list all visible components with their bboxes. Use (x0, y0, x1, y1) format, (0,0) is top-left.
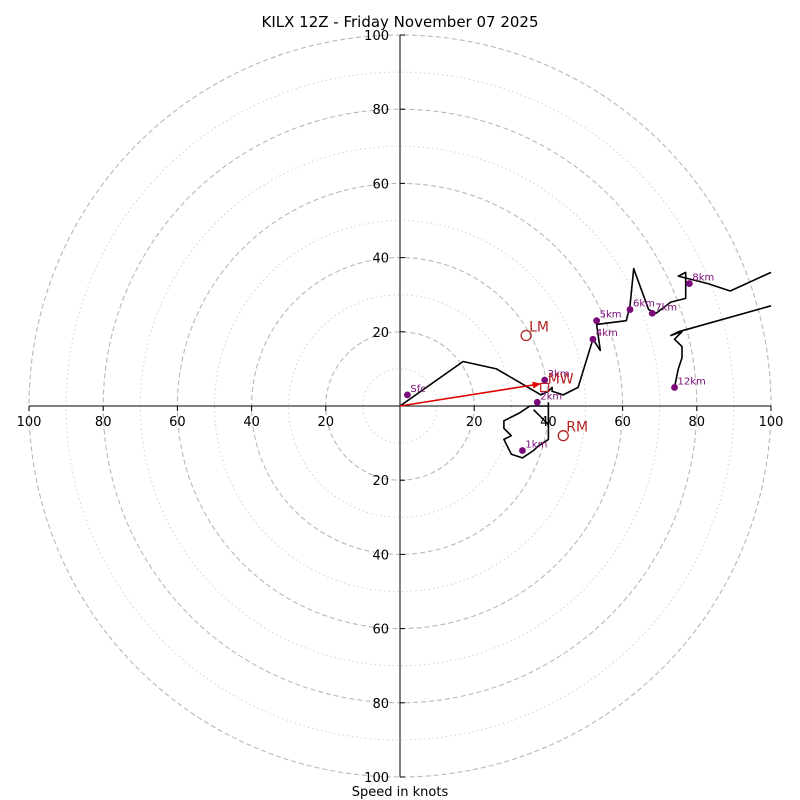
height-label-4km: 4km (596, 328, 618, 339)
height-label-6km: 6km (633, 299, 655, 310)
y-tick-label: 80 (372, 103, 389, 118)
height-marker-6km (626, 306, 634, 313)
height-label-sfc: Sfc (410, 384, 425, 395)
bulk-shear-arrowhead (532, 381, 541, 389)
storm-motion-markers: LM RM MW (520, 320, 588, 442)
x-tick-label: 20 (466, 415, 483, 430)
x-tick-label: 40 (243, 415, 260, 430)
shear-vector (399, 381, 542, 407)
bulk-shear-line (399, 382, 542, 407)
rm-motion-label: RM (566, 420, 588, 436)
height-marker-12km (671, 384, 678, 391)
height-marker-7km (648, 309, 656, 317)
height-label-8km: 8km (692, 273, 714, 284)
height-label-1km: 1km (525, 440, 547, 451)
height-marker-sfc (404, 391, 411, 399)
height-label-3km: 3km (548, 369, 570, 380)
x-tick-label: 100 (759, 415, 784, 430)
height-marker-1km (519, 447, 526, 454)
chart-title: KILX 12Z - Friday November 07 2025 (261, 13, 538, 31)
y-tick-label: 20 (372, 326, 389, 341)
x-tick-label: 60 (169, 415, 186, 430)
x-tick-label: 80 (95, 415, 112, 430)
y-tick-label: 40 (372, 548, 389, 563)
x-tick-label: 20 (318, 415, 335, 430)
x-tick-label: 100 (17, 415, 42, 430)
y-tick-label: 20 (372, 474, 389, 489)
y-tick-label: 80 (372, 697, 389, 712)
height-label-12km: 12km (678, 376, 706, 387)
mean-wind-marker (540, 382, 550, 393)
height-marker-2km (533, 398, 541, 406)
height-marker-8km (685, 280, 693, 287)
height-markers: Sfc 1km 2km 3km 4km 5km 6km 7km 8km 12km (404, 273, 714, 454)
height-label-2km: 2km (540, 391, 562, 402)
height-marker-5km (593, 317, 601, 325)
x-tick-label: 80 (689, 415, 706, 430)
hodograph-line-lower (503, 402, 550, 459)
y-tick-label: 100 (364, 771, 389, 786)
rm-motion-marker (557, 430, 569, 442)
height-marker-3km (541, 376, 549, 384)
x-tick-label: 60 (614, 415, 631, 430)
height-marker-4km (589, 335, 597, 343)
hodograph-line-upper (669, 305, 772, 388)
y-tick-label: 100 (364, 29, 389, 44)
hodograph-line (399, 267, 772, 407)
x-axis-label: Speed in knots (352, 785, 449, 800)
mw-motion-label: MW (548, 371, 574, 387)
y-tick-label: 60 (372, 623, 389, 638)
y-tick-label: 60 (372, 177, 389, 192)
lm-motion-marker (520, 329, 532, 342)
y-tick-label: 40 (372, 252, 389, 267)
lm-motion-label: LM (529, 320, 549, 336)
height-label-7km: 7km (655, 302, 677, 313)
height-label-5km: 5km (600, 310, 622, 321)
